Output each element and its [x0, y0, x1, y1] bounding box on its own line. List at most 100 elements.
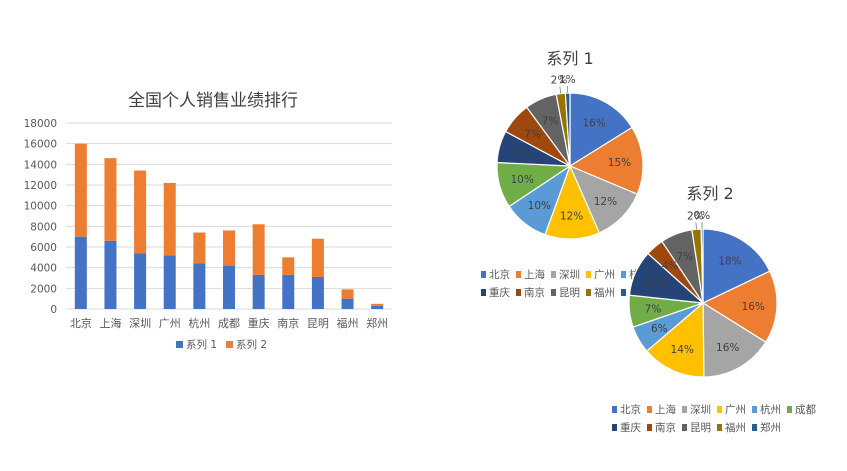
pie-data-label: 2% [687, 210, 704, 222]
legend-label: 深圳 [559, 269, 580, 281]
bar-2-成都 [223, 230, 235, 266]
legend-label: 成都 [795, 404, 816, 416]
bar-1-郑州 [371, 305, 384, 309]
bar-1-南京 [282, 274, 295, 309]
pie-slice-广州 [645, 301, 705, 378]
x-tick-label: 杭州 [188, 316, 210, 330]
bar-chart: 全国个人销售业绩排行 0 2000 4000 6000 8000 10000 12000 14… [24, 91, 392, 351]
legend-label: 北京 [620, 403, 641, 416]
pie-data-label: 12% [594, 196, 617, 208]
legend-label: 南京 [655, 421, 676, 434]
y-tick-label: 0 [50, 304, 57, 316]
legend-label: 福州 [594, 286, 615, 299]
legend-label: 上海 [655, 403, 676, 416]
bar-1-深圳 [134, 253, 147, 309]
x-tick-label: 广州 [159, 317, 181, 330]
y-tick-label: 10000 [24, 201, 57, 213]
legend-swatch [586, 271, 591, 278]
bar-chart-title: 全国个人销售业绩排行 [128, 91, 298, 111]
pie-slice-北京 [569, 92, 633, 168]
pie-data-label: 0% [694, 210, 711, 222]
x-tick-label: 北京 [70, 316, 92, 330]
pie-data-label: 6% [651, 323, 668, 335]
bar-2-广州 [163, 182, 176, 256]
pie-slice-上海 [701, 270, 778, 343]
legend-label: 广州 [725, 404, 746, 416]
pie-slice-郑州 [564, 92, 571, 167]
pie-chart-series-2: 系列 2 18%16%16%14%6%7%10%4%7%2%0% 北京 上海 深圳广… [612, 184, 816, 434]
pie-data-label: 7% [514, 148, 531, 160]
legend-swatch [551, 289, 556, 296]
bar-1-成都 [223, 265, 235, 309]
legend-label: 系列 2 [236, 338, 267, 351]
pie-data-label: 10% [645, 278, 668, 290]
legend-label: 昆明 [690, 422, 711, 434]
y-tick-label: 16000 [24, 139, 57, 151]
pie-data-label: 10% [510, 174, 533, 186]
bar-legend: 系列 1 系列 2 [176, 338, 267, 351]
y-tick-label: 12000 [24, 180, 57, 192]
legend-label: 深圳 [690, 404, 711, 416]
pie-data-label: 18% [718, 255, 741, 267]
pie-data-label: 16% [742, 301, 765, 313]
legend-swatch [481, 289, 486, 296]
legend-swatch [176, 341, 183, 348]
pie-slice-北京 [702, 228, 771, 304]
legend-swatch [647, 406, 652, 413]
legend-label: 郑州 [760, 421, 781, 434]
bar-2-杭州 [193, 232, 206, 264]
legend-label: 系列 1 [186, 338, 217, 351]
legend-swatch [647, 424, 652, 431]
legend-label: 重庆 [489, 286, 510, 299]
bar-1-重庆 [252, 274, 265, 309]
legend-label: 杭州 [760, 403, 781, 416]
legend-swatch [787, 406, 792, 413]
x-tick-label: 重庆 [248, 316, 270, 330]
pie-data-label: 15% [608, 157, 631, 169]
pie-slice-上海 [568, 126, 644, 195]
pie-data-label: 7% [677, 251, 694, 263]
legend-label: 南京 [524, 286, 545, 299]
bar-1-杭州 [193, 263, 206, 309]
pie-data-label: 16% [716, 342, 739, 354]
y-tick-label: 6000 [30, 242, 57, 254]
bar-series [74, 143, 384, 309]
legend-swatch [752, 424, 757, 431]
bar-1-昆明 [311, 276, 324, 309]
y-tick-label: 18000 [24, 118, 57, 130]
bar-1-北京 [74, 236, 87, 309]
legend-swatch [682, 424, 687, 431]
legend-swatch [586, 289, 591, 296]
bar-2-郑州 [371, 303, 384, 306]
legend-swatch [621, 271, 626, 278]
pie-1-title: 系列 1 [546, 49, 593, 68]
pie-data-label: 7% [524, 128, 541, 140]
pie-data-label: 7% [645, 304, 662, 316]
pie-slice-深圳 [702, 301, 767, 378]
legend-swatch [612, 406, 617, 413]
bar-2-重庆 [252, 224, 265, 275]
bar-2-上海 [104, 158, 117, 241]
bar-2-南京 [282, 257, 295, 275]
bar-2-昆明 [311, 238, 324, 277]
legend-label: 福州 [725, 421, 746, 434]
bar-1-上海 [104, 240, 117, 309]
leader-line [695, 222, 697, 230]
legend-label: 上海 [524, 268, 545, 281]
legend-label: 昆明 [559, 287, 580, 299]
pie-data-label: 4% [662, 260, 679, 272]
bar-1-福州 [341, 298, 354, 309]
pie-data-label: 12% [560, 211, 583, 223]
bar-2-福州 [341, 289, 354, 299]
x-tick-label: 深圳 [129, 317, 151, 330]
x-tick-label: 福州 [337, 316, 359, 330]
legend-swatch [621, 289, 626, 296]
legend-swatch [516, 271, 521, 278]
pie-data-label: 10% [528, 200, 551, 212]
legend-swatch [226, 341, 233, 348]
pie-data-label: 2% [551, 75, 568, 87]
pie-data-label: 14% [671, 344, 694, 356]
pie-data-label: 1% [559, 74, 576, 86]
bar-1-广州 [163, 255, 176, 309]
